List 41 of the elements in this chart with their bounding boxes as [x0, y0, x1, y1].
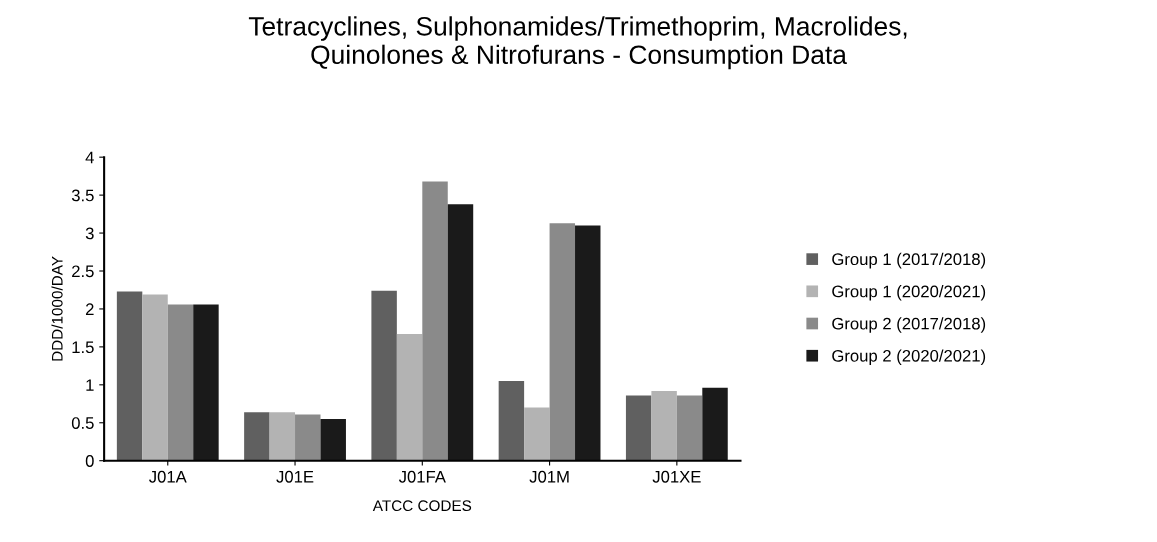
y-tick-label: 3	[85, 227, 94, 240]
bar	[167, 304, 194, 461]
bar	[371, 290, 397, 461]
bar	[625, 395, 652, 461]
bar	[142, 294, 168, 461]
bar	[575, 225, 601, 461]
y-tick-label: 1.5	[72, 341, 94, 354]
bar	[651, 390, 677, 461]
bar	[702, 387, 728, 461]
bar	[524, 407, 550, 461]
y-axis-title: DDD/1000/DAY	[51, 256, 63, 361]
x-tick-label: J01FA	[398, 470, 446, 483]
x-tick-label: J01M	[529, 470, 569, 483]
y-tick-label: 2.5	[72, 265, 94, 278]
y-tick-label: 0	[85, 455, 94, 467]
bar	[320, 418, 346, 461]
y-tick-label: 4	[85, 151, 94, 164]
bar	[396, 333, 423, 461]
x-axis-title: ATCC CODES	[372, 500, 472, 512]
y-tick-label: 0.5	[71, 417, 94, 429]
x-tick-label: J01E	[276, 470, 314, 483]
bar	[676, 395, 703, 461]
bar	[193, 304, 219, 461]
legend-label: Group 1 (2020/2021)	[832, 285, 986, 301]
bar	[269, 412, 296, 461]
bar	[295, 414, 321, 461]
x-tick-label: J01A	[149, 470, 187, 483]
chart-title: Tetracyclines, Sulphonamides/Trimethoprim, Macrolides, Quinolones & Nitrofurans - Consumption Data	[248, 16, 907, 70]
bar	[498, 381, 525, 461]
legend-label: Group 2 (2020/2021)	[832, 349, 986, 366]
legend-label: Group 2 (2017/2018)	[832, 317, 986, 333]
y-tick-label: 2	[85, 303, 94, 315]
bar	[244, 412, 270, 461]
bar	[116, 291, 143, 461]
bar	[549, 223, 576, 461]
legend-label: Group 1 (2017/2018)	[832, 252, 986, 269]
x-tick-label: J01XE	[652, 470, 701, 483]
y-tick-label: 1	[86, 379, 94, 391]
bar	[447, 204, 474, 461]
bar	[422, 181, 448, 461]
y-tick-label: 3.5	[71, 189, 94, 202]
